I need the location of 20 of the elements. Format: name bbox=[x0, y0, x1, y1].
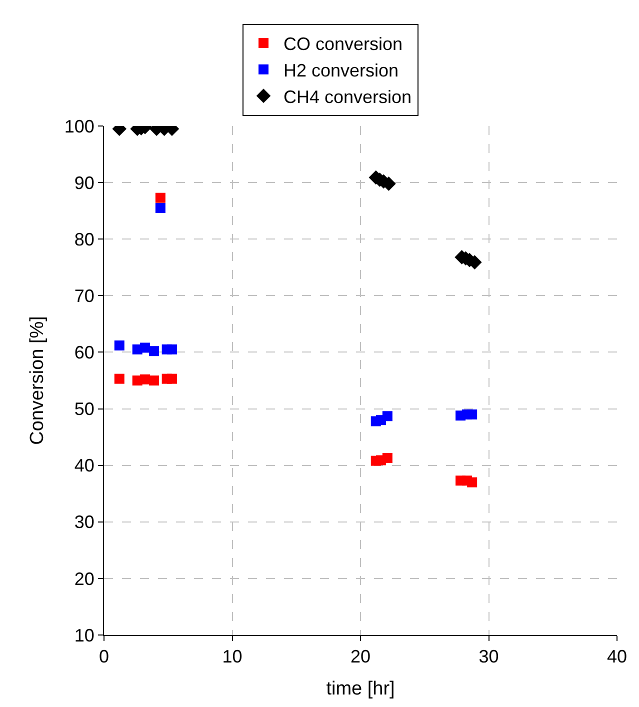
x-tick-label: 0 bbox=[98, 646, 110, 667]
legend-label: H2 conversion bbox=[284, 60, 399, 80]
y-axis-title: Conversion [%] bbox=[27, 316, 48, 445]
y-tick-label: 30 bbox=[74, 512, 94, 532]
x-axis-title: time [hr] bbox=[326, 678, 395, 700]
y-tick-label: 50 bbox=[74, 399, 94, 420]
legend-label: CO conversion bbox=[284, 34, 403, 54]
y-tick-label: 60 bbox=[74, 342, 94, 363]
x-tick-label: 40 bbox=[606, 646, 628, 667]
legend-label: CH4 conversion bbox=[284, 86, 412, 107]
y-tick-label: 70 bbox=[74, 286, 94, 306]
y-tick-label: 100 bbox=[64, 116, 94, 136]
x-tick-label: 30 bbox=[478, 646, 499, 667]
y-tick-label: 10 bbox=[74, 625, 94, 646]
x-tick-label: 10 bbox=[222, 646, 242, 667]
y-tick-label: 40 bbox=[74, 456, 94, 476]
x-tick-label: 20 bbox=[350, 646, 371, 667]
y-tick-label: 80 bbox=[74, 229, 94, 250]
y-tick-label: 20 bbox=[74, 568, 94, 589]
y-tick-label: 90 bbox=[74, 172, 94, 193]
